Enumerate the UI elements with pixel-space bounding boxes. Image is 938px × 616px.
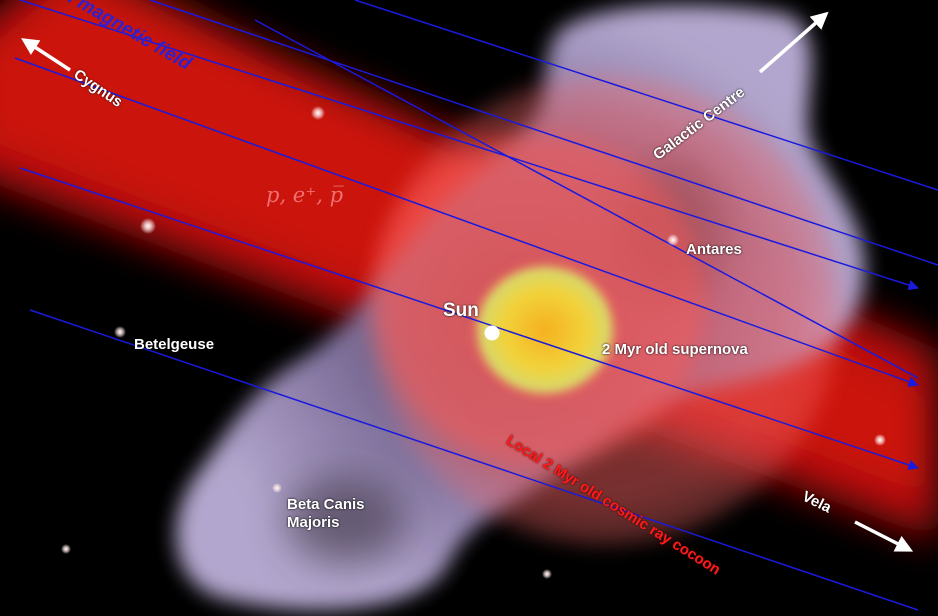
star — [874, 434, 886, 446]
particle-species-label: p, e⁺, p̅ — [266, 183, 343, 207]
beta-canis-majoris-label: Beta Canis Majoris — [287, 496, 365, 532]
star-antares — [667, 234, 679, 246]
star-betelgeuse — [114, 326, 126, 338]
sun-marker — [485, 326, 500, 341]
star — [311, 106, 325, 120]
antares-label: Antares — [686, 241, 742, 258]
star — [140, 218, 156, 234]
star — [542, 569, 552, 579]
beta-canis-line-1: Beta Canis — [287, 496, 365, 514]
sun-label: Sun — [443, 300, 479, 322]
star-beta-canis-majoris — [272, 483, 282, 493]
beta-canis-line-2: Majoris — [287, 514, 365, 532]
star — [61, 544, 71, 554]
betelgeuse-label: Betelgeuse — [134, 336, 214, 353]
supernova-label: 2 Myr old supernova — [602, 341, 748, 358]
